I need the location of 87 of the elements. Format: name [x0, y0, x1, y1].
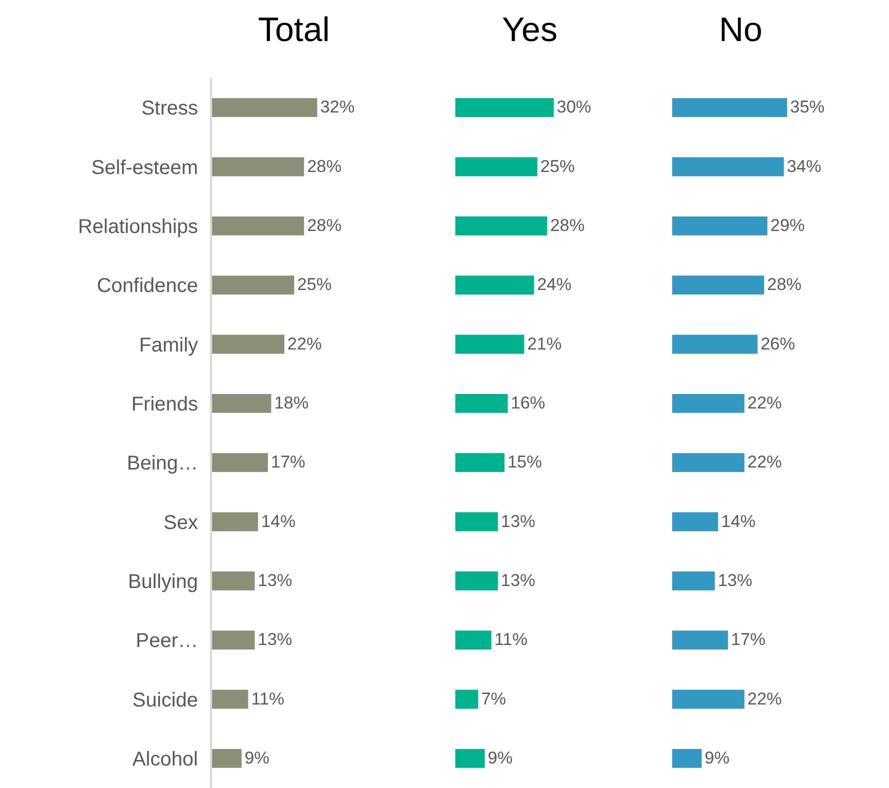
y-tick-label: Bullying [128, 570, 198, 593]
y-tick-label: Peer… [136, 630, 198, 652]
bar [212, 276, 294, 295]
bar [212, 630, 255, 650]
data-label: 26% [760, 333, 795, 354]
data-label: 13% [718, 570, 752, 590]
data-label: 9% [704, 748, 730, 768]
y-tick-label: Confidence [96, 275, 198, 298]
bar [455, 98, 554, 118]
bar [672, 394, 744, 413]
bar [455, 334, 524, 354]
y-tick-label: Stress [141, 98, 198, 120]
y-tick-label: Sex [164, 512, 198, 534]
data-label: 9% [244, 748, 270, 768]
bar [672, 216, 768, 236]
data-label: 30% [556, 96, 592, 117]
y-tick-label: Alcohol [132, 748, 198, 770]
chart-title: Yes [502, 11, 558, 49]
data-label: 13% [258, 570, 292, 590]
data-label: 11% [251, 688, 284, 708]
data-label: 28% [767, 274, 802, 294]
bar [672, 690, 744, 709]
bar [455, 216, 548, 236]
data-label: 25% [297, 274, 332, 294]
y-tick-label: Being… [126, 452, 198, 475]
data-label: 14% [721, 510, 756, 531]
data-label: 24% [537, 274, 572, 294]
bar [455, 690, 478, 709]
bar [212, 216, 304, 236]
bar [672, 630, 728, 650]
bar [212, 512, 258, 532]
data-label: 15% [507, 452, 542, 472]
data-label: 17% [270, 452, 306, 472]
data-label: 22% [747, 452, 782, 472]
bar [212, 334, 284, 354]
bar [455, 512, 498, 532]
bar [212, 690, 248, 709]
data-label: 18% [274, 392, 309, 413]
bar [672, 98, 788, 118]
bar [455, 571, 498, 590]
bar [212, 98, 318, 118]
data-label: 22% [747, 392, 782, 413]
data-label: 22% [747, 688, 782, 708]
data-label: 22% [287, 333, 322, 354]
data-label: 14% [261, 510, 296, 531]
chart-title: Total [258, 11, 330, 49]
data-label: 25% [540, 156, 575, 176]
bar [212, 748, 242, 768]
data-label: 9% [488, 748, 513, 768]
data-label: 17% [730, 629, 766, 650]
data-label: 28% [307, 156, 342, 176]
bar [672, 276, 764, 295]
data-label: 28% [550, 215, 585, 236]
y-tick-label: Suicide [132, 689, 198, 712]
bar [212, 394, 272, 413]
bar [455, 276, 534, 295]
bar [455, 630, 492, 650]
data-label: 34% [786, 156, 822, 176]
bar [212, 453, 268, 472]
bar [455, 394, 508, 413]
data-label: 7% [481, 688, 506, 708]
data-label: 13% [258, 629, 292, 650]
chart-title: No [719, 11, 762, 49]
bar [672, 748, 702, 768]
data-label: 11% [494, 629, 528, 650]
bar [672, 512, 718, 532]
bar [455, 748, 485, 768]
data-label: 32% [320, 96, 355, 117]
bar [455, 453, 504, 472]
bar [672, 571, 715, 590]
data-label: 29% [770, 215, 805, 236]
bar [455, 157, 538, 176]
data-label: 16% [510, 392, 546, 413]
bar [212, 571, 255, 590]
y-tick-label: Relationships [78, 216, 198, 238]
bar [672, 157, 784, 176]
data-label: 35% [790, 96, 825, 117]
data-label: 28% [307, 215, 342, 236]
data-label: 13% [500, 570, 536, 590]
bar [672, 334, 758, 354]
bar [672, 453, 744, 472]
data-label: 13% [500, 510, 536, 531]
data-label: 21% [527, 333, 562, 354]
bar [212, 157, 304, 176]
y-tick-label: Family [139, 334, 198, 356]
y-tick-label: Friends [131, 393, 198, 416]
y-tick-label: Self-esteem [91, 156, 198, 179]
